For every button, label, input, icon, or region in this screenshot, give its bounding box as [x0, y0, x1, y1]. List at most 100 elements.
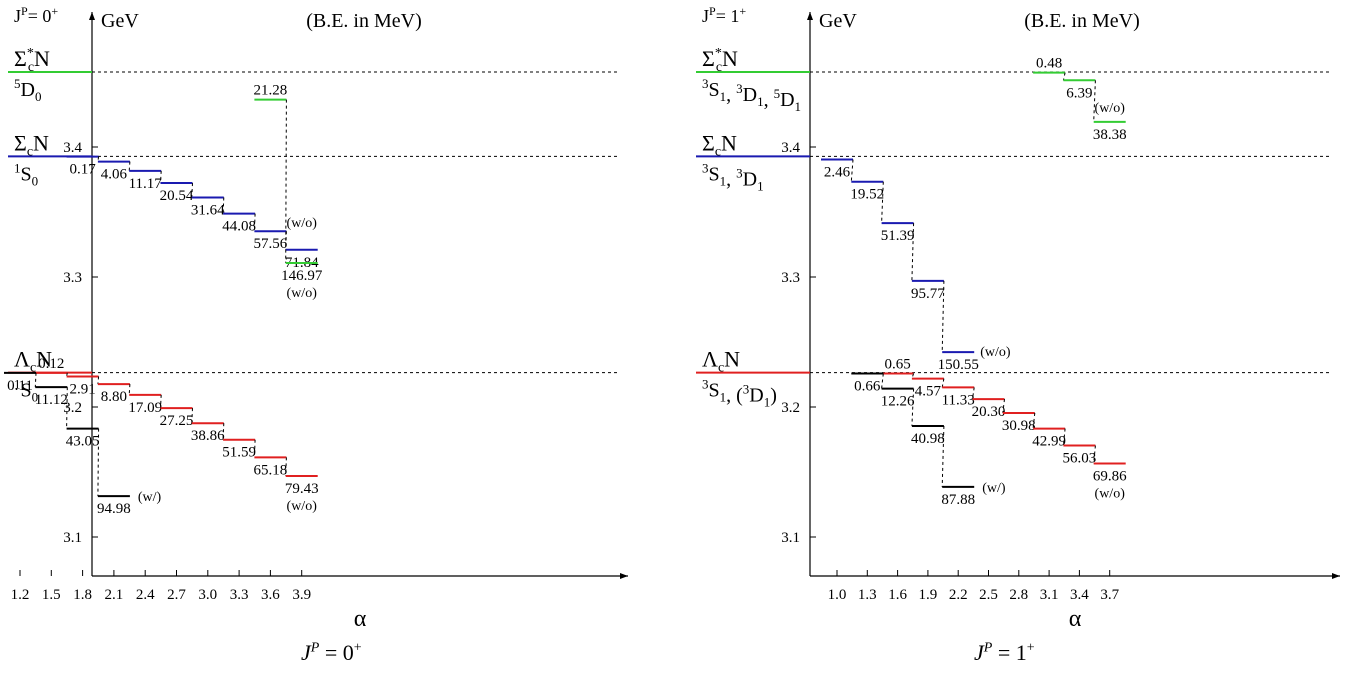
level-connector-black-left	[97, 428, 100, 497]
level-label-blue-left: 57.56	[254, 236, 288, 252]
level-connector-red-left	[222, 423, 225, 440]
level-label-red-left: 2.91	[69, 381, 95, 397]
level-label-red-left: 27.25	[160, 413, 194, 429]
caption-left-value: = 0	[319, 640, 354, 665]
threshold-wave-lambda-n-right: 3S1, (3D1)	[702, 377, 777, 410]
y-tick-label-right: 3.3	[781, 270, 800, 286]
caption-left-j: J	[301, 640, 311, 665]
level-connector-red-left	[191, 408, 193, 424]
x-tick-label-left: 3.0	[198, 587, 217, 603]
threshold-wave-sigma-star-n-left: 5D0	[14, 76, 41, 104]
level-note-blue-left: (w/o)	[287, 216, 318, 231]
level-label-green-left: 146.97	[281, 268, 323, 284]
header-right: (B.E. in MeV)	[1024, 10, 1140, 32]
y-axis-unit-left: GeV	[101, 10, 139, 32]
panel-jp1: 3.1 3.2 3.3 3.4 1.0 1.3 1.6 1.9 2.2 2.5 2.8 3.1 3.4 3…	[696, 4, 1340, 632]
y-tick-label-left: 3.3	[63, 270, 82, 286]
x-tick-label-left: 2.7	[167, 587, 186, 603]
level-note-black-left: (w/)	[138, 490, 162, 505]
level-connector-black-left	[34, 372, 37, 388]
level-label-blue-left: 31.64	[191, 202, 225, 218]
level-label-blue-right: 2.46	[824, 165, 851, 181]
level-label-blue-left: 4.06	[101, 167, 128, 183]
x-tick-label-left: 3.3	[230, 587, 249, 603]
level-label-black-left: 43.05	[66, 434, 100, 450]
jp-label-right: JP= 1+	[702, 4, 746, 26]
y-tick-label-right: 3.1	[781, 530, 800, 546]
level-label-blue-right: 51.39	[881, 228, 915, 244]
level-label-black-left: 0.11	[7, 378, 33, 394]
x-tick-label-left: 1.2	[11, 587, 30, 603]
level-note-red-right: (w/o)	[1095, 486, 1126, 501]
level-note-blue-right: (w/o)	[980, 345, 1011, 360]
x-tick-label-right: 1.3	[858, 587, 877, 603]
x-tick-label-right: 3.1	[1040, 587, 1059, 603]
level-label-red-left: 8.80	[101, 389, 127, 405]
x-tick-label-right: 2.8	[1009, 587, 1028, 603]
x-tick-label-left: 3.6	[261, 587, 280, 603]
x-tick-label-left: 1.5	[42, 587, 61, 603]
panel-jp0: 3.1 3.2 3.3 3.4 1.2 1.5 1.8 2.1 2.4 2.7 3.0 3.3 3.6 3…	[4, 4, 628, 632]
level-label-red-right: 69.86	[1093, 468, 1127, 484]
caption-right-sup: P	[983, 640, 993, 656]
level-connector-red-right	[972, 387, 975, 400]
level-note-green-left: (w/o)	[287, 286, 318, 301]
jp-label-left: JP= 0+	[14, 4, 58, 26]
level-label-black-right: 87.88	[941, 492, 975, 508]
level-label-blue-right: 19.52	[850, 187, 884, 203]
level-label-green-right: 6.39	[1066, 85, 1092, 101]
threshold-wave-sigma-n-left: 1S0	[14, 160, 38, 188]
x-axis-label-right: α	[1069, 606, 1082, 632]
level-connector-red-left	[253, 439, 256, 458]
x-tick-label-right: 1.0	[828, 587, 847, 603]
x-axis-label-left: α	[354, 606, 367, 632]
threshold-wave-sigma-star-n-right: 3S1, 3D1, 5D1	[702, 76, 801, 114]
level-label-black-right: 12.26	[881, 394, 915, 410]
level-connector-blue-right	[850, 159, 854, 182]
level-connector-black-right	[911, 388, 915, 426]
x-tick-label-left: 2.1	[105, 587, 124, 603]
level-label-red-right: 30.98	[1002, 418, 1036, 434]
y-tick-label-left: 3.2	[63, 400, 82, 416]
level-connector-blue-left	[97, 156, 100, 162]
level-connector-blue-left	[222, 197, 225, 214]
y-axis-arrow-right	[807, 12, 813, 20]
level-label-red-left: 79.43	[285, 481, 319, 497]
x-tick-label-right: 3.7	[1100, 587, 1119, 603]
level-connector-green-left	[285, 99, 287, 264]
threshold-name-sigma-star-n-right: Σ* cN	[702, 46, 738, 75]
level-connector-red-left	[66, 372, 68, 377]
level-label-blue-left: 44.08	[222, 219, 256, 235]
level-note-green-right: (w/o)	[1095, 101, 1126, 116]
caption-left: JP = 0+	[301, 640, 362, 666]
level-label-black-right: 0.66	[854, 379, 881, 395]
threshold-wave-lambda-n-left: 1S0	[14, 377, 38, 405]
level-connector-red-left	[128, 384, 131, 395]
level-connector-black-left	[66, 387, 68, 429]
level-connector-green-right	[1062, 72, 1066, 81]
level-label-black-right: 40.98	[911, 431, 945, 447]
level-label-green-left: 21.28	[254, 83, 288, 99]
level-connector-black-right	[941, 425, 945, 487]
threshold-name-lambda-n-left: ΛcN	[14, 347, 52, 376]
level-label-red-left: 38.86	[191, 428, 225, 444]
x-axis-arrow-left	[620, 573, 628, 579]
level-connector-blue-right	[911, 223, 915, 281]
x-tick-label-right: 1.6	[888, 587, 907, 603]
caption-right: JP = 1+	[974, 640, 1035, 666]
level-connector-blue-left	[160, 170, 162, 184]
level-label-green-right: 38.38	[1093, 127, 1127, 143]
level-label-red-right: 42.99	[1032, 434, 1066, 450]
threshold-wave-sigma-n-right: 3S1, 3D1	[702, 160, 764, 193]
level-label-black-left: 11.12	[35, 392, 68, 408]
level-connector-red-left	[160, 394, 162, 409]
x-axis-arrow-right	[1332, 573, 1340, 579]
y-tick-label-right: 3.4	[781, 140, 800, 156]
y-tick-label-left: 3.4	[63, 140, 82, 156]
level-connector-red-right	[941, 378, 945, 388]
threshold-name-sigma-n-right: ΣcN	[702, 130, 737, 159]
level-label-red-right: 20.30	[972, 404, 1006, 420]
level-label-red-right: 56.03	[1063, 451, 1097, 467]
header-left: (B.E. in MeV)	[306, 10, 422, 32]
